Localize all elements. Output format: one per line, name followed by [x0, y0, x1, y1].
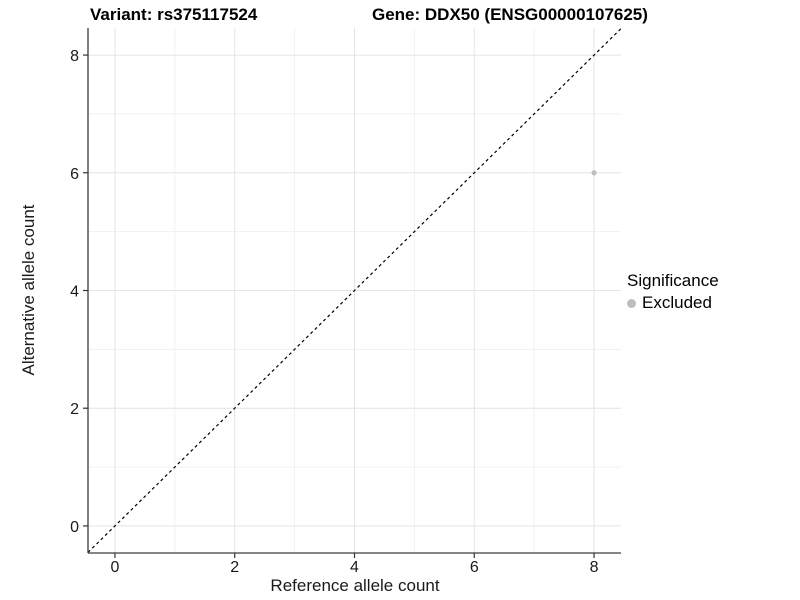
data-point — [591, 170, 597, 176]
x-axis-title: Reference allele count — [270, 576, 440, 595]
x-tick-label: 4 — [350, 559, 359, 576]
x-tick-label: 0 — [110, 559, 119, 576]
identity-dashed-line — [87, 28, 622, 553]
legend-point-icon — [627, 298, 636, 308]
y-tick-label: 6 — [70, 166, 79, 183]
legend: Significance Excluded — [627, 271, 719, 313]
y-tick-label: 2 — [70, 401, 79, 418]
legend-item-label: Excluded — [642, 293, 712, 312]
legend-item-excluded: Excluded — [627, 293, 719, 313]
y-tick-label: 8 — [70, 48, 79, 65]
plot-title-gene: Gene: DDX50 (ENSG00000107625) — [372, 5, 648, 24]
x-tick-label: 2 — [230, 559, 239, 576]
x-tick-label: 6 — [470, 559, 479, 576]
x-tick-label: 8 — [590, 559, 599, 576]
legend-title: Significance — [627, 271, 719, 290]
y-tick-label: 4 — [70, 284, 79, 301]
y-tick-label: 0 — [70, 519, 79, 536]
plot-title-variant: Variant: rs375117524 — [90, 5, 258, 24]
